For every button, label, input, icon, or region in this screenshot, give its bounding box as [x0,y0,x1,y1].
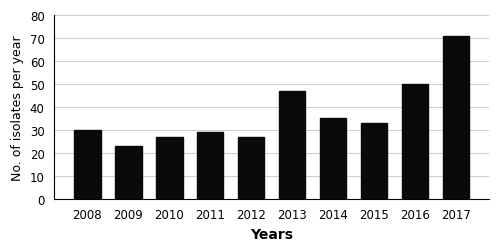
Bar [115,146,141,199]
Bar [278,91,305,199]
Bar [442,37,469,199]
Bar [238,137,264,199]
Bar [360,123,387,199]
Bar [402,85,428,199]
X-axis label: Years: Years [250,227,293,241]
Bar [156,137,182,199]
Bar [74,130,101,199]
Bar [320,119,346,199]
Y-axis label: No. of isolates per year: No. of isolates per year [11,35,24,180]
Bar [197,133,224,199]
